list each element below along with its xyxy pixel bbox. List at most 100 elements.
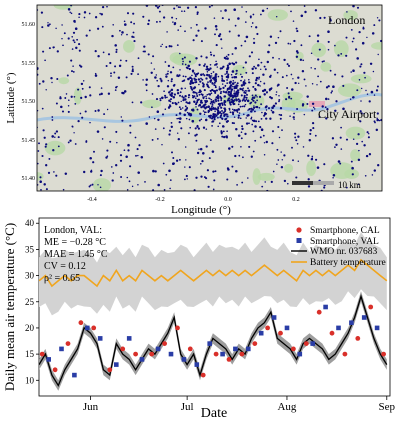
observation-dot: [78, 64, 81, 67]
observation-dot: [207, 185, 210, 188]
observation-dot: [240, 75, 244, 78]
observation-dot: [259, 136, 262, 139]
observation-dot: [358, 79, 361, 81]
observation-dot: [261, 9, 265, 13]
observation-dot: [161, 113, 165, 116]
observation-dot: [163, 188, 166, 191]
observation-dot: [189, 76, 192, 79]
observation-dot: [237, 17, 240, 20]
observation-dot: [203, 64, 206, 67]
observation-dot: [74, 143, 77, 145]
observation-dot: [170, 121, 173, 124]
observation-dot: [265, 109, 268, 111]
observation-dot: [222, 90, 225, 93]
cal-point: [291, 346, 296, 352]
observation-dot: [205, 56, 208, 59]
observation-dot: [356, 6, 360, 9]
observation-dot: [180, 87, 183, 90]
observation-dot: [260, 128, 264, 131]
observation-dot: [166, 96, 168, 99]
observation-dot: [262, 134, 265, 137]
observation-dot: [106, 5, 108, 8]
observation-dot: [253, 37, 255, 40]
observation-dot: [203, 113, 206, 116]
observation-dot: [252, 41, 256, 45]
observation-dot: [96, 27, 100, 30]
observation-dot: [280, 114, 283, 117]
observation-dot: [106, 108, 109, 111]
observation-dot: [306, 103, 309, 105]
observation-dot: [249, 15, 252, 18]
observation-dot: [40, 11, 44, 14]
observation-dot: [251, 98, 254, 101]
observation-dot: [293, 118, 295, 121]
observation-dot: [230, 93, 232, 96]
observation-dot: [129, 131, 132, 134]
observation-dot: [254, 94, 257, 97]
observation-dot: [61, 24, 63, 26]
observation-dot: [351, 40, 354, 43]
observation-dot: [359, 110, 362, 113]
cal-point: [120, 346, 126, 352]
observation-dot: [119, 59, 122, 62]
observation-dot: [271, 142, 274, 145]
observation-dot: [230, 88, 234, 91]
observation-dot: [109, 61, 112, 65]
observation-dot: [200, 118, 203, 121]
observation-dot: [226, 57, 229, 60]
observation-dot: [185, 117, 188, 120]
observation-dot: [125, 76, 128, 79]
annotation-line: ME = −0.28 °C: [44, 237, 106, 248]
observation-dot: [229, 86, 232, 89]
observation-dot: [226, 64, 229, 67]
observation-dot: [159, 77, 162, 80]
observation-dot: [73, 19, 76, 23]
y-tick-label: 15: [25, 349, 35, 359]
observation-dot: [245, 96, 248, 99]
cal-point: [355, 336, 361, 341]
observation-dot: [89, 121, 91, 124]
observation-dot: [260, 117, 263, 120]
observation-dot: [78, 13, 81, 16]
observation-dot: [159, 20, 161, 23]
observation-dot: [350, 29, 353, 31]
observation-dot: [327, 30, 330, 33]
observation-dot: [191, 74, 193, 77]
observation-dot: [162, 16, 166, 19]
observation-dot: [216, 109, 220, 112]
observation-dot: [123, 20, 126, 23]
observation-dot: [75, 46, 78, 50]
observation-dot: [40, 188, 42, 191]
observation-dot: [263, 65, 266, 68]
observation-dot: [340, 53, 343, 55]
observation-dot: [162, 127, 165, 130]
observation-dot: [55, 174, 58, 177]
observation-dot: [286, 63, 289, 66]
observation-dot: [161, 143, 163, 146]
observation-dot: [332, 85, 335, 88]
observation-dot: [296, 30, 299, 33]
observation-dot: [335, 143, 338, 146]
annotation-line: London, VAL:: [44, 225, 102, 236]
observation-dot: [236, 111, 239, 113]
observation-dot: [254, 125, 257, 128]
observation-dot: [133, 22, 136, 25]
observation-dot: [277, 36, 280, 39]
observation-dot: [316, 34, 320, 37]
airport-runway: [309, 101, 325, 107]
observation-dot: [94, 72, 97, 75]
observation-dot: [150, 71, 153, 75]
observation-dot: [225, 70, 229, 73]
observation-dot: [196, 13, 199, 16]
observation-dot: [203, 89, 206, 92]
observation-dot: [205, 65, 209, 69]
park-area: [232, 64, 247, 76]
observation-dot: [184, 75, 187, 78]
observation-dot: [233, 116, 236, 118]
observation-dot: [191, 119, 195, 123]
observation-dot: [148, 116, 151, 118]
observation-dot: [311, 121, 315, 125]
observation-dot: [85, 34, 88, 37]
observation-dot: [220, 97, 223, 100]
val-point: [97, 336, 103, 341]
